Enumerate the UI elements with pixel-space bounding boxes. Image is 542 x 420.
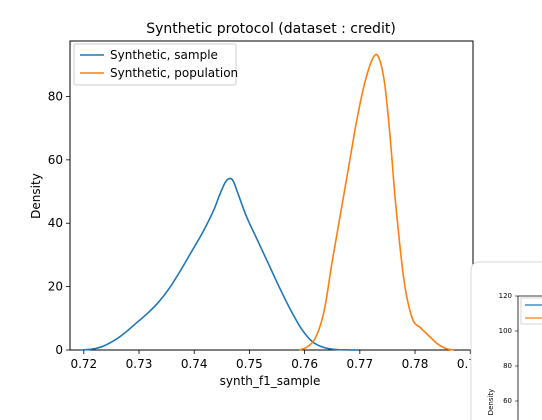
axis-ticks: 0.72 0.73 0.74 0.75 0.76 0.77 0.78 0.7902040608… bbox=[48, 89, 484, 371]
legend-box bbox=[73, 43, 237, 86]
series-line-0 bbox=[80, 177, 358, 351]
svg-text:60: 60 bbox=[503, 397, 512, 405]
chart-title: Synthetic protocol (dataset : credit) bbox=[146, 21, 396, 37]
y-tick-label: 20 bbox=[48, 280, 63, 294]
x-tick-label: 0.77 bbox=[346, 357, 373, 371]
x-tick-label: 0.74 bbox=[181, 357, 208, 371]
y-tick-label: 80 bbox=[48, 89, 63, 103]
svg-text:Density: Density bbox=[487, 389, 495, 416]
x-tick-label: 0.76 bbox=[291, 357, 318, 371]
plot-area bbox=[69, 40, 474, 351]
svg-text:100: 100 bbox=[499, 327, 512, 335]
x-axis-label: synth_f1_sample bbox=[220, 374, 321, 388]
x-tick-label: 0.73 bbox=[126, 357, 153, 371]
legend-label-sample: Synthetic, sample bbox=[110, 48, 218, 62]
plot-frame bbox=[69, 40, 474, 351]
svg-text:120: 120 bbox=[499, 292, 512, 300]
y-tick-label: 60 bbox=[48, 153, 63, 167]
overlay-ticks: 120 100 80 60 Density bbox=[487, 292, 518, 415]
svg-text:80: 80 bbox=[503, 362, 512, 370]
series-line-1 bbox=[298, 53, 454, 351]
legend-label-population: Synthetic, population bbox=[110, 66, 238, 80]
overlay-legend-box bbox=[520, 297, 542, 325]
overlay-window: 120 100 80 60 Density bbox=[470, 261, 542, 420]
y-axis-label: Density bbox=[29, 173, 43, 219]
legend: Synthetic, sample Synthetic, population bbox=[73, 43, 238, 86]
x-tick-label: 0.75 bbox=[236, 357, 263, 371]
y-tick-label: 40 bbox=[48, 216, 63, 230]
x-tick-label: 0.72 bbox=[70, 357, 97, 371]
y-tick-label: 0 bbox=[55, 343, 63, 357]
x-tick-label: 0.78 bbox=[402, 357, 429, 371]
